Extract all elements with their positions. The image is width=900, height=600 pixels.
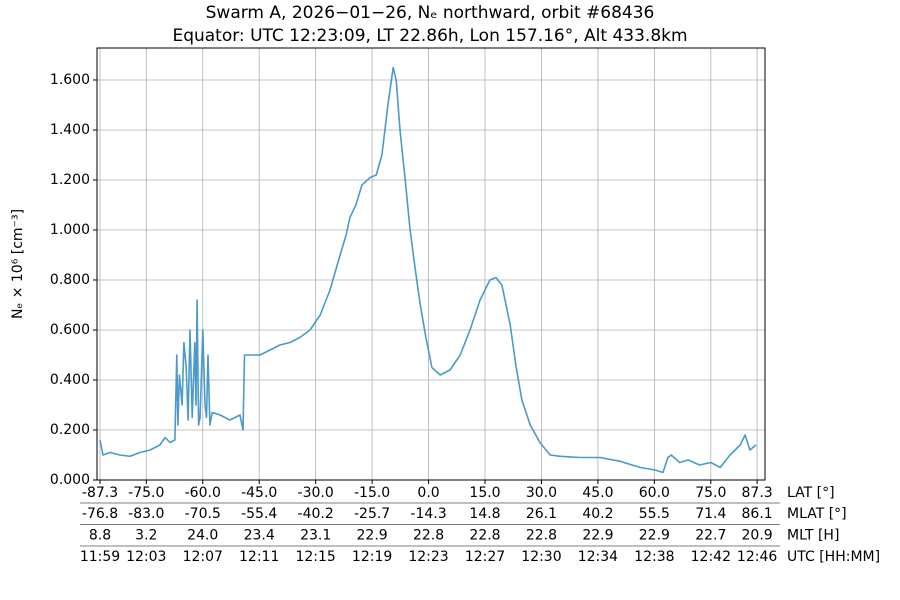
x-tick-label: -60.0 [185, 485, 221, 501]
x-row-label: 12:27 [465, 549, 505, 565]
x-row-label: 22.8 [469, 528, 500, 544]
x-row-label: 40.2 [582, 506, 613, 522]
x-row-label: 71.4 [695, 506, 726, 522]
x-row-label: 20.9 [742, 528, 773, 544]
x-row-label: 22.9 [582, 528, 613, 544]
x-row-label: 12:11 [239, 549, 279, 565]
y-axis-label: Nₑ × 10⁶ [cm⁻³] [10, 209, 26, 319]
x-tick-label: -15.0 [354, 485, 390, 501]
x-row-label: -14.3 [410, 506, 446, 522]
y-tick-label: 1.200 [50, 172, 90, 188]
x-row-label: 23.1 [300, 528, 331, 544]
x-row-label: 22.8 [526, 528, 557, 544]
x-row-label: 12:19 [352, 549, 392, 565]
x-row-label: 12:15 [295, 549, 335, 565]
x-row-label: 12:03 [126, 549, 166, 565]
plot-frame [96, 47, 766, 481]
x-axis-label: LAT [°] [787, 485, 835, 501]
x-tick-label: -45.0 [241, 485, 277, 501]
x-row-label: 12:38 [634, 549, 674, 565]
y-tick-label: 0.200 [50, 422, 90, 438]
x-row-title: MLAT [°] [787, 506, 847, 522]
x-row-label: 12:34 [578, 549, 618, 565]
x-row-label: 22.9 [639, 528, 670, 544]
chart-title: Swarm A, 2026−01−26, Nₑ northward, orbit… [206, 3, 655, 23]
chart-subtitle: Equator: UTC 12:23:09, LT 22.86h, Lon 15… [172, 26, 687, 46]
x-tick-label: 60.0 [639, 485, 670, 501]
x-row-label: -25.7 [354, 506, 390, 522]
x-row-label: -40.2 [298, 506, 334, 522]
x-row-label: 26.1 [526, 506, 557, 522]
x-tick-label: 45.0 [582, 485, 613, 501]
y-tick-label: 0.000 [50, 472, 90, 488]
x-row-label: 14.8 [469, 506, 500, 522]
y-tick-label: 1.600 [50, 72, 90, 88]
x-tick-label: 75.0 [695, 485, 726, 501]
x-row-label: 12:46 [737, 549, 777, 565]
x-tick-label: 30.0 [526, 485, 557, 501]
x-row-label: -70.5 [185, 506, 221, 522]
x-row-label: 3.2 [135, 528, 157, 544]
data-line [99, 66, 757, 474]
x-tick-label: 0.0 [417, 485, 439, 501]
x-row-label: 55.5 [639, 506, 670, 522]
x-row-title: MLT [H] [787, 528, 839, 544]
x-row-label: 8.8 [89, 528, 111, 544]
x-tick-label: 15.0 [469, 485, 500, 501]
x-row-label: 12:42 [691, 549, 731, 565]
x-row-label: 24.0 [187, 528, 218, 544]
x-row-label: 22.8 [413, 528, 444, 544]
y-tick-label: 1.000 [50, 222, 90, 238]
x-tick-label: -87.3 [82, 485, 118, 501]
x-tick-label: -30.0 [298, 485, 334, 501]
x-row-label: 23.4 [244, 528, 275, 544]
x-row-label: 12:30 [521, 549, 561, 565]
y-tick-label: 1.400 [50, 122, 90, 138]
x-row-label: -55.4 [241, 506, 277, 522]
x-tick-label: -75.0 [128, 485, 164, 501]
y-tick-label: 0.800 [50, 272, 90, 288]
x-row-label: -76.8 [82, 506, 118, 522]
x-row-label: 12:23 [408, 549, 448, 565]
x-row-label: 22.7 [695, 528, 726, 544]
x-row-label: -83.0 [128, 506, 164, 522]
y-tick-label: 0.400 [50, 372, 90, 388]
x-row-label: 12:07 [183, 549, 223, 565]
x-row-label: 11:59 [80, 549, 120, 565]
x-row-label: 86.1 [742, 506, 773, 522]
x-row-label: 22.9 [357, 528, 388, 544]
x-tick-label: 87.3 [742, 485, 773, 501]
x-row-title: UTC [HH:MM] [787, 549, 880, 565]
y-tick-label: 0.600 [50, 322, 90, 338]
